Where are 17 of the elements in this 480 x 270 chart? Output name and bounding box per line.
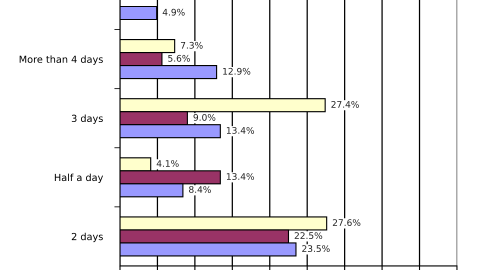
data-label: 5.6% (168, 54, 190, 62)
data-label: 27.6% (332, 219, 360, 226)
data-label: 9.0% (194, 114, 216, 121)
data-label: 22.5% (294, 232, 322, 240)
data-label: 13.4% (226, 173, 254, 180)
y-tick-label: 3 days (72, 114, 103, 124)
y-tick-label: More than 4 days (20, 55, 103, 65)
data-label: 4.9% (162, 8, 185, 16)
data-label: 4.1% (156, 160, 179, 167)
y-tick-label: Half a day (54, 174, 104, 184)
data-label: 12.9% (223, 68, 250, 75)
y-tick-label: 2 days (72, 232, 103, 242)
data-label: 7.3% (180, 42, 203, 49)
data-label: 23.5% (302, 245, 330, 252)
data-label: 8.4% (189, 186, 211, 193)
data-label: 27.4% (331, 100, 359, 108)
data-label: 13.4% (226, 126, 254, 134)
